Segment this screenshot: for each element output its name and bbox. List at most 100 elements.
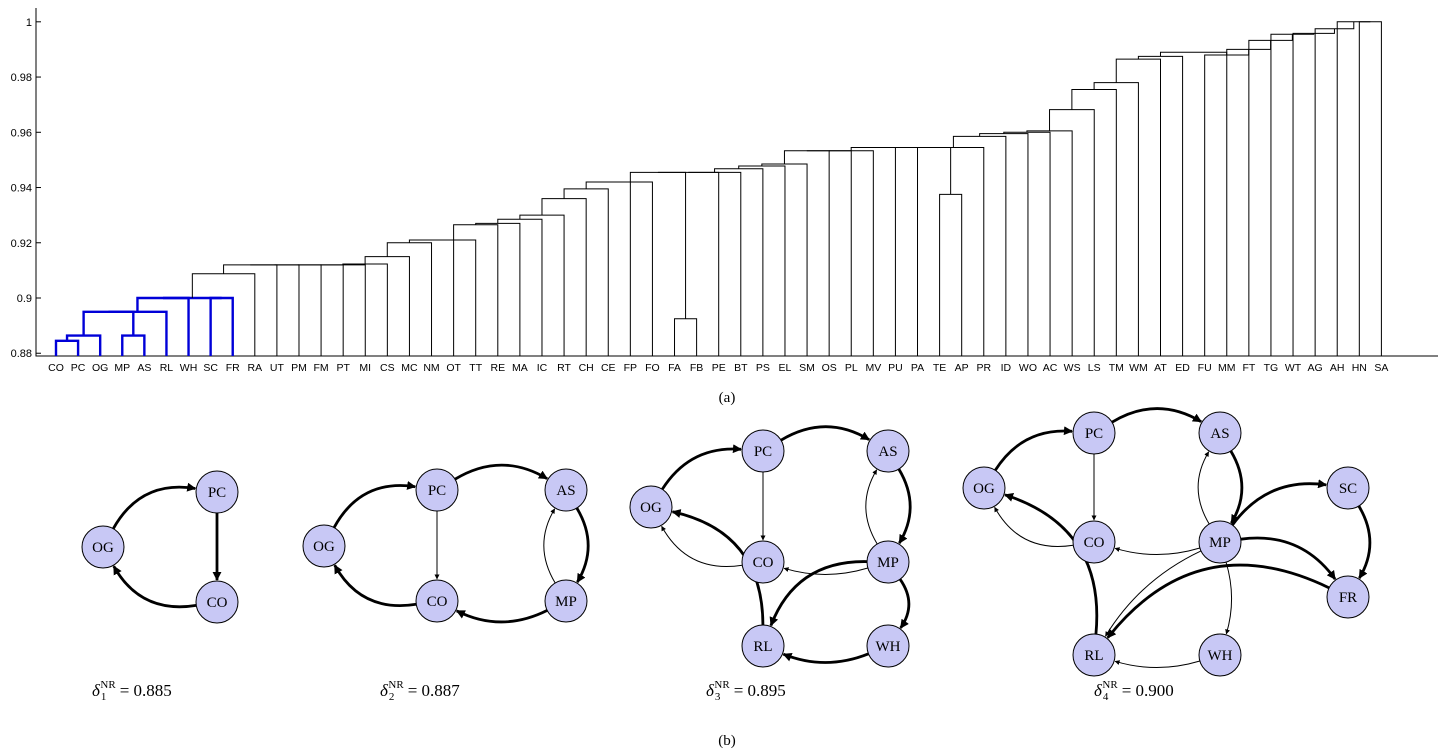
dendrogram-link: [1292, 28, 1335, 356]
graph-node: CO: [741, 540, 785, 584]
leaf-label: AS: [137, 362, 151, 374]
graph-edge: [112, 565, 197, 609]
node-circle: [866, 624, 910, 668]
node-label: AS: [878, 444, 897, 460]
graph-edge: [865, 469, 878, 545]
node-circle: [415, 468, 459, 512]
leaf-label: FB: [690, 362, 703, 374]
graph-edge: [1231, 479, 1328, 526]
leaf-label: AG: [1308, 362, 1323, 374]
delta-label-3: δ3NR = 0.895: [706, 679, 786, 703]
leaf-label: PU: [888, 362, 903, 374]
leaf-label: PM: [291, 362, 307, 374]
dendrogram-link: [453, 224, 499, 356]
node-circle: [544, 579, 588, 623]
leaf-label: FU: [1198, 362, 1212, 374]
dendrogram-link: [608, 181, 653, 356]
leaf-label: UT: [270, 362, 285, 374]
delta-label-2: δ2NR = 0.887: [380, 679, 460, 703]
leaf-label: RL: [160, 362, 174, 374]
leaf-label: SC: [203, 362, 218, 374]
graph-edge: [1114, 660, 1201, 669]
node-circle: [629, 485, 673, 529]
graph-edge: [543, 508, 556, 584]
leaf-label: RT: [557, 362, 571, 374]
dendrogram-link: [65, 334, 102, 356]
dendrogram-link: [657, 171, 720, 356]
node-label: PC: [428, 483, 446, 499]
node-circle: [1198, 633, 1242, 677]
dendrogram-link: [320, 264, 366, 356]
dendrogram-link: [895, 146, 952, 195]
dendrogram-link: [1159, 51, 1228, 57]
y-tick-label: 0.88: [11, 348, 32, 360]
node-circle: [1198, 520, 1242, 564]
leaf-label: WT: [1285, 362, 1302, 374]
graph-edge: [1197, 451, 1210, 525]
graph-node: PC: [1072, 411, 1116, 455]
graph-node: RL: [741, 624, 785, 668]
axis-lines: [35, 8, 1438, 357]
graph-node: OG: [962, 466, 1006, 510]
dendrogram-link: [952, 135, 1007, 356]
dendrogram-link: [674, 318, 698, 356]
graph-edge: [1004, 493, 1099, 635]
graph-node: PC: [415, 468, 459, 512]
node-circle: [741, 540, 785, 584]
node-label: PC: [1085, 426, 1103, 442]
node-label: MP: [555, 594, 577, 610]
graph-node: MP: [1198, 520, 1242, 564]
graph-node: OG: [81, 525, 125, 569]
node-label: MP: [1209, 535, 1231, 551]
dendrogram-link: [82, 310, 135, 336]
graph-edge: [994, 506, 1074, 547]
dendrogram-link: [1071, 88, 1117, 356]
leaf-label: PC: [71, 362, 86, 374]
leaf-label: PS: [756, 362, 770, 374]
dendrogram-link: [688, 171, 742, 356]
leaf-label: FP: [624, 362, 637, 374]
leaf-label: HN: [1352, 362, 1367, 374]
leaf-label: FT: [1242, 362, 1255, 374]
leaf-label: EL: [779, 362, 792, 374]
node-label: OG: [640, 500, 662, 516]
dendrogram-link: [1336, 21, 1371, 356]
node-circle: [1072, 633, 1116, 677]
graph-edge: [333, 564, 417, 608]
graph-edge: [780, 425, 870, 442]
dendrogram-link: [563, 188, 609, 356]
node-label: OG: [313, 539, 335, 555]
graph-edge: [897, 468, 912, 544]
graph-nodes: PC OG CO PC AS OG CO MP PC AS OG CO MP RL WH PC AS OG SC CO…: [81, 411, 1370, 677]
leaf-label: FR: [226, 362, 240, 374]
node-circle: [81, 525, 125, 569]
leaf-label: PE: [712, 362, 726, 374]
graphs-panel: PC OG CO PC AS OG CO MP PC AS OG CO MP RL WH PC AS OG SC CO…: [81, 407, 1372, 749]
dendrogram-link: [475, 222, 521, 356]
leaf-label: NM: [423, 362, 439, 374]
dendrogram-link: [1314, 21, 1355, 356]
leaf-label: LS: [1088, 362, 1101, 374]
node-label: AS: [1210, 426, 1229, 442]
dendrogram-link: [939, 193, 963, 356]
node-label: RL: [1084, 648, 1103, 664]
leaf-label: OG: [92, 362, 108, 374]
dendrogram-link: [223, 264, 278, 356]
node-label: RL: [753, 639, 772, 655]
graph-edge: [671, 509, 765, 626]
dendrogram-links: [54, 21, 1382, 356]
dendrogram-axes: [35, 8, 1438, 357]
leaf-label: TT: [469, 362, 482, 374]
dendrogram-link: [783, 150, 830, 356]
graph-edge: [455, 609, 548, 624]
graph-edge: [783, 567, 869, 575]
graph-node: AS: [866, 429, 910, 473]
node-label: CO: [1084, 535, 1105, 551]
leaf-label: FA: [668, 362, 681, 374]
dendrogram-link: [714, 168, 764, 356]
graph-node: WH: [1198, 633, 1242, 677]
dendrogram-link: [1358, 21, 1382, 356]
leaf-label: CE: [601, 362, 616, 374]
leaf-label: CS: [380, 362, 395, 374]
leaf-label: MI: [359, 362, 371, 374]
